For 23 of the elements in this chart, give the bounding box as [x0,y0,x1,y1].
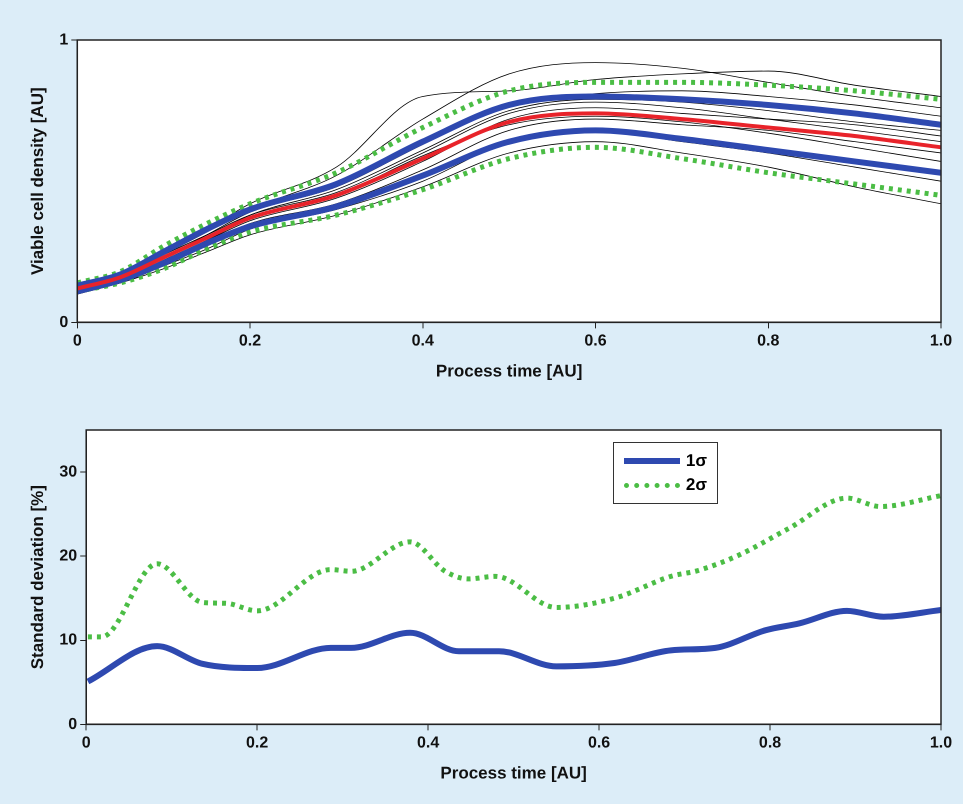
x-tick-label: 0.8 [758,734,782,752]
x-tick-label: 0.4 [412,332,434,350]
y-tick-label: 0 [68,716,78,733]
y-tick-label: 1 [59,31,68,48]
legend-label: 1σ [686,451,707,471]
legend-label: 2σ [686,475,707,495]
x-tick-label: 0.4 [416,734,440,752]
x-tick-label: 0.2 [246,734,268,752]
y-tick-label: 20 [59,548,78,565]
y-axis-title: Viable cell density [AU] [28,87,47,276]
x-tick-label: 0.8 [757,332,780,350]
x-tick-label: 0.2 [238,332,262,350]
x-axis-title: Process time [AU] [440,763,587,782]
x-tick-label: 1.0 [930,734,952,752]
y-tick-label: 30 [59,463,78,480]
x-tick-label: 0.6 [588,734,610,752]
x-tick-label: 1.0 [930,332,952,350]
y-tick-label: 10 [59,632,78,649]
x-tick-label: 0 [82,734,91,752]
y-tick-label: 0 [59,314,68,331]
x-axis-title: Process time [AU] [436,361,582,380]
x-tick-label: 0.6 [584,332,607,350]
y-axis-title: Standard deviation [%] [28,485,47,670]
